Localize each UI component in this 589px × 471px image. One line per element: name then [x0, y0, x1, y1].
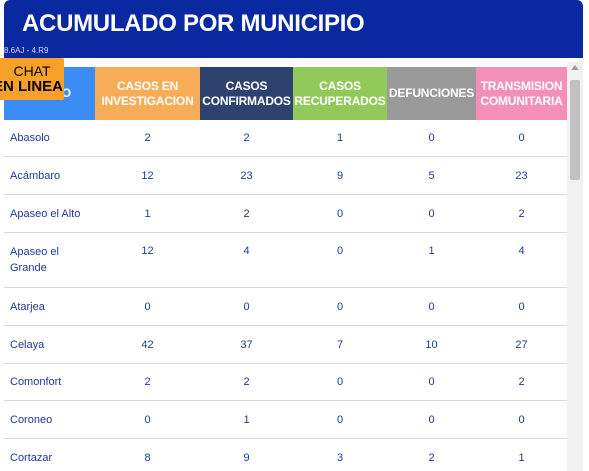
- cell-comunitaria: 0: [518, 132, 525, 144]
- header-confirmados[interactable]: CASOS CONFIRMADOS: [200, 67, 293, 120]
- cell-municipio: Cortazar: [10, 451, 53, 464]
- cell-confirmados: 0: [243, 300, 250, 313]
- table-row: Apaseo el Alto 1 2 0 0 2: [4, 195, 567, 233]
- cell-recuperados: 0: [336, 207, 344, 220]
- table-row: Apaseo el Grande 12 4 0 1 4: [4, 233, 567, 288]
- chat-label-line1: CHAT: [13, 63, 51, 79]
- cell-confirmados: 2: [243, 132, 250, 144]
- cell-comunitaria: 1: [518, 451, 525, 464]
- title-bar: ACUMULADO POR MUNICIPIO 8.6AJ - 4.R9: [4, 0, 583, 58]
- cell-municipio: Comonfort: [10, 376, 62, 388]
- cell-investigacion: 12: [141, 169, 154, 182]
- cell-recuperados: 0: [336, 376, 344, 388]
- cell-municipio: Abasolo: [10, 132, 50, 144]
- cell-defunciones: 1: [428, 245, 435, 257]
- table-body: Abasolo 2 2 1 0 0 Acámbaro 12 23 9 5 23 …: [4, 120, 567, 471]
- cell-confirmados: 2: [243, 207, 250, 220]
- cell-investigacion: 1: [144, 207, 151, 220]
- table-row: Atarjea 0 0 0 0 0: [4, 288, 567, 326]
- tiny-caption: 8.6AJ - 4.R9: [4, 46, 49, 55]
- table-row: Abasolo 2 2 1 0 0: [4, 120, 567, 157]
- cell-comunitaria: 0: [518, 300, 525, 313]
- cell-comunitaria: 0: [518, 413, 525, 426]
- cell-recuperados: 9: [336, 169, 344, 182]
- page-title: ACUMULADO POR MUNICIPIO: [22, 10, 365, 37]
- cell-defunciones: 0: [428, 300, 435, 313]
- cell-investigacion: 0: [144, 413, 151, 426]
- header-recuperados-label: CASOS RECUPERADOS: [294, 78, 386, 108]
- cell-municipio: Celaya: [10, 338, 45, 351]
- cell-confirmados: 4: [243, 245, 250, 257]
- cell-recuperados: 7: [336, 338, 344, 351]
- chat-button[interactable]: CHAT EN LINEA: [0, 58, 64, 100]
- header-recuperados[interactable]: CASOS RECUPERADOS: [293, 67, 387, 120]
- cell-recuperados: 1: [336, 132, 344, 144]
- cell-recuperados: 0: [336, 300, 344, 313]
- header-comunitaria[interactable]: TRANSMISION COMUNITARIA: [476, 67, 567, 120]
- header-comunitaria-label: TRANSMISION COMUNITARIA: [480, 78, 563, 108]
- header-defunciones[interactable]: DEFUNCIONES: [387, 67, 476, 120]
- municipio-panel: ACUMULADO POR MUNICIPIO 8.6AJ - 4.R9 MO …: [4, 0, 583, 471]
- header-defunciones-label: DEFUNCIONES: [388, 86, 475, 100]
- cell-municipio: Apaseo el Grande: [10, 246, 59, 274]
- cell-confirmados: 23: [240, 169, 253, 182]
- cell-investigacion: 2: [144, 376, 151, 388]
- cell-comunitaria: 23: [515, 169, 528, 182]
- cell-defunciones: 0: [428, 132, 435, 144]
- cell-investigacion: 2: [144, 132, 151, 144]
- table-row: Comonfort 2 2 0 0 2: [4, 364, 567, 401]
- chat-label-line2: EN LINEA: [0, 78, 63, 95]
- cell-confirmados: 1: [243, 413, 250, 426]
- header-investigacion[interactable]: CASOS EN INVESTIGACION: [95, 67, 200, 120]
- cell-defunciones: 5: [428, 169, 435, 182]
- cell-recuperados: 3: [336, 451, 344, 464]
- scroll-up-arrow-icon[interactable]: [571, 65, 579, 70]
- cell-confirmados: 37: [240, 338, 253, 351]
- table-header: MO CASOS EN INVESTIGACION CASOS CONFIRMA…: [4, 67, 567, 120]
- cell-investigacion: 42: [141, 338, 154, 351]
- cell-defunciones: 0: [428, 376, 435, 388]
- cell-recuperados: 0: [336, 245, 344, 257]
- cell-investigacion: 12: [141, 245, 154, 257]
- cell-municipio: Acámbaro: [10, 169, 61, 182]
- cell-municipio: Atarjea: [10, 300, 45, 313]
- cell-confirmados: 2: [243, 376, 250, 388]
- vertical-scrollbar[interactable]: [567, 62, 583, 471]
- cell-defunciones: 2: [428, 451, 435, 464]
- cell-comunitaria: 2: [518, 207, 525, 220]
- cell-recuperados: 0: [336, 413, 344, 426]
- cell-defunciones: 0: [428, 207, 435, 220]
- header-confirmados-label: CASOS CONFIRMADOS: [202, 78, 291, 108]
- cell-comunitaria: 2: [518, 376, 525, 388]
- header-investigacion-label: CASOS EN INVESTIGACION: [101, 78, 194, 108]
- cell-defunciones: 0: [428, 413, 435, 426]
- cell-defunciones: 10: [425, 338, 438, 351]
- cell-comunitaria: 27: [515, 338, 528, 351]
- cell-municipio: Coroneo: [10, 413, 53, 426]
- cell-investigacion: 0: [144, 300, 151, 313]
- cell-comunitaria: 4: [518, 245, 525, 257]
- cell-investigacion: 8: [144, 451, 151, 464]
- cell-municipio: Apaseo el Alto: [10, 207, 81, 220]
- table-row: Acámbaro 12 23 9 5 23: [4, 157, 567, 195]
- cell-confirmados: 9: [243, 451, 250, 464]
- table-row: Celaya 42 37 7 10 27: [4, 326, 567, 364]
- table-row: Cortazar 8 9 3 2 1: [4, 439, 567, 471]
- scroll-thumb[interactable]: [570, 80, 580, 180]
- table-row: Coroneo 0 1 0 0 0: [4, 401, 567, 439]
